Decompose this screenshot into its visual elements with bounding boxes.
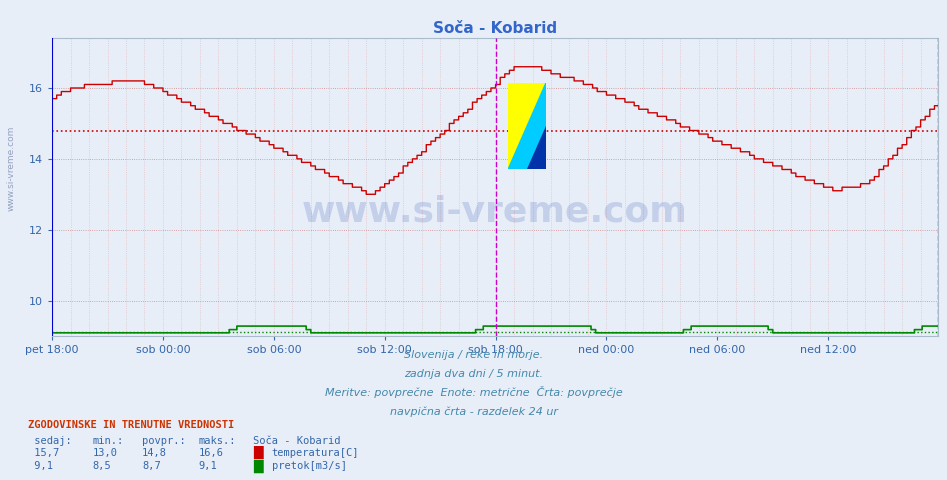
Text: Meritve: povprečne  Enote: metrične  Črta: povprečje: Meritve: povprečne Enote: metrične Črta:… (325, 386, 622, 398)
Text: 13,0: 13,0 (93, 448, 117, 458)
Text: temperatura[C]: temperatura[C] (272, 448, 359, 458)
Text: Slovenija / reke in morje.: Slovenija / reke in morje. (404, 349, 543, 360)
Text: 8,5: 8,5 (93, 461, 112, 471)
Text: █: █ (253, 446, 262, 459)
Text: █: █ (253, 459, 262, 473)
Text: povpr.:: povpr.: (142, 435, 186, 445)
Text: 9,1: 9,1 (199, 461, 218, 471)
Text: ZGODOVINSKE IN TRENUTNE VREDNOSTI: ZGODOVINSKE IN TRENUTNE VREDNOSTI (28, 420, 235, 430)
Text: 8,7: 8,7 (142, 461, 161, 471)
Title: Soča - Kobarid: Soča - Kobarid (433, 21, 557, 36)
Text: www.si-vreme.com: www.si-vreme.com (7, 125, 16, 211)
Text: min.:: min.: (93, 435, 124, 445)
Polygon shape (527, 126, 546, 169)
Text: www.si-vreme.com: www.si-vreme.com (302, 194, 688, 228)
Text: maks.:: maks.: (199, 435, 237, 445)
Text: sedaj:: sedaj: (28, 435, 72, 445)
Polygon shape (509, 83, 546, 169)
Text: pretok[m3/s]: pretok[m3/s] (272, 461, 347, 471)
Text: 15,7: 15,7 (28, 448, 60, 458)
Text: 14,8: 14,8 (142, 448, 167, 458)
Text: 9,1: 9,1 (28, 461, 53, 471)
Text: zadnja dva dni / 5 minut.: zadnja dva dni / 5 minut. (404, 369, 543, 379)
Text: Soča - Kobarid: Soča - Kobarid (253, 435, 340, 445)
Text: 16,6: 16,6 (199, 448, 223, 458)
Text: navpična črta - razdelek 24 ur: navpična črta - razdelek 24 ur (389, 407, 558, 417)
Polygon shape (509, 83, 546, 169)
